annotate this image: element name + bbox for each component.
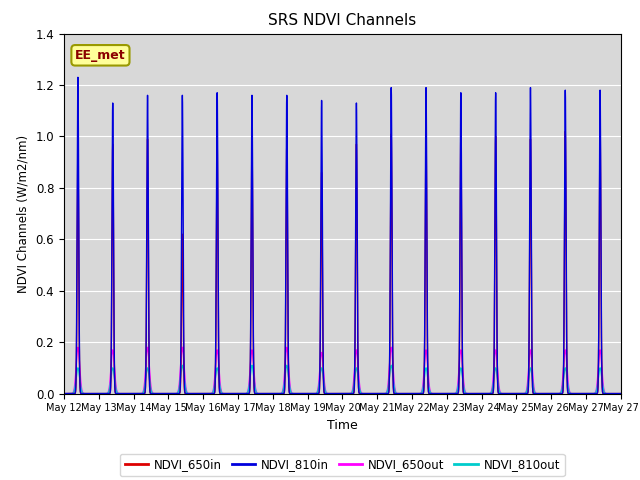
NDVI_650in (414, 391, 422, 396)
NDVI_650in (60, 391, 68, 396)
NDVI_650in (174, 391, 182, 396)
NDVI_810in (60, 391, 68, 396)
Legend: NDVI_650in, NDVI_810in, NDVI_650out, NDVI_810out: NDVI_650in, NDVI_810in, NDVI_650out, NDV… (120, 454, 565, 476)
NDVI_810in (499, 391, 506, 396)
NDVI_650out (414, 391, 422, 396)
NDVI_810in (174, 391, 182, 396)
NDVI_810out (611, 391, 618, 396)
NDVI_650out (74, 345, 82, 350)
NDVI_810in (74, 74, 82, 80)
NDVI_650in (499, 391, 506, 396)
Y-axis label: NDVI Channels (W/m2/nm): NDVI Channels (W/m2/nm) (17, 134, 30, 293)
NDVI_810out (179, 362, 186, 368)
Title: SRS NDVI Channels: SRS NDVI Channels (268, 13, 417, 28)
Line: NDVI_650out: NDVI_650out (64, 348, 621, 394)
Line: NDVI_650in: NDVI_650in (64, 126, 621, 394)
Line: NDVI_810out: NDVI_810out (64, 365, 621, 394)
NDVI_810in (611, 391, 618, 396)
NDVI_810in (414, 391, 422, 396)
Line: NDVI_810in: NDVI_810in (64, 77, 621, 394)
NDVI_810out (463, 391, 471, 396)
NDVI_810out (532, 391, 540, 396)
NDVI_810out (414, 391, 422, 396)
NDVI_810out (617, 391, 625, 396)
NDVI_650in (532, 391, 540, 396)
Text: EE_met: EE_met (75, 49, 126, 62)
NDVI_810out (60, 391, 68, 396)
NDVI_650in (596, 123, 604, 129)
NDVI_810out (499, 391, 506, 396)
NDVI_650out (499, 391, 506, 396)
NDVI_650out (532, 390, 540, 396)
NDVI_650out (611, 391, 618, 396)
NDVI_810in (463, 391, 471, 396)
NDVI_650out (174, 388, 182, 394)
NDVI_650out (463, 391, 471, 396)
NDVI_810in (532, 391, 540, 396)
NDVI_650out (617, 391, 625, 396)
NDVI_650in (463, 391, 470, 396)
NDVI_650out (60, 391, 68, 396)
NDVI_810in (617, 391, 625, 396)
NDVI_650in (611, 391, 618, 396)
X-axis label: Time: Time (327, 419, 358, 432)
NDVI_650in (617, 391, 625, 396)
NDVI_810out (174, 389, 182, 395)
